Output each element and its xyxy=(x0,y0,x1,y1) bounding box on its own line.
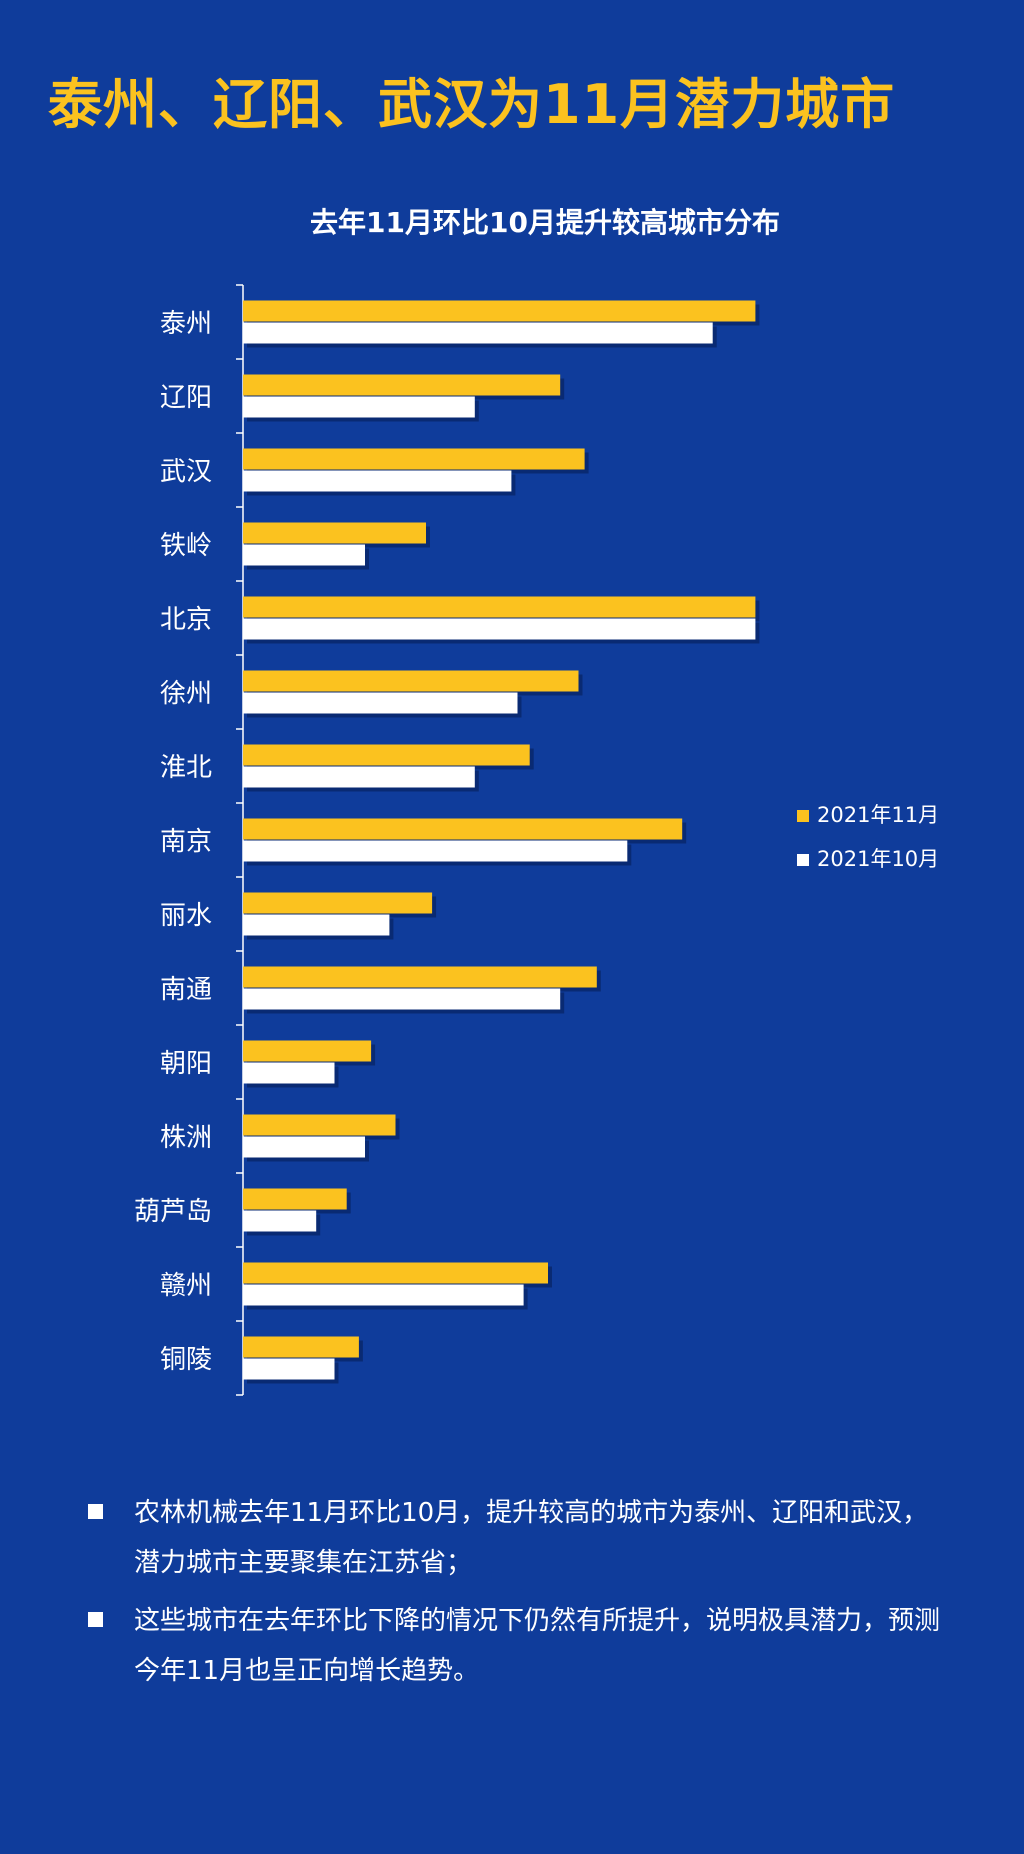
category-label: 朝阳 xyxy=(160,1049,212,1079)
category-label: 北京 xyxy=(160,605,212,635)
bar-oct xyxy=(243,1062,335,1084)
bar-nov xyxy=(243,596,756,618)
bar-nov xyxy=(243,966,597,988)
category-label: 南通 xyxy=(160,975,212,1005)
bar-oct xyxy=(243,988,561,1010)
bar-nov xyxy=(243,374,561,396)
bar-oct xyxy=(243,470,512,492)
bar-chart: 去年11月环比10月提升较高城市分布 泰州辽阳武汉铁岭北京徐州淮北南京丽水南通朝… xyxy=(134,206,939,1396)
chart-axis xyxy=(236,284,244,1396)
bar-oct xyxy=(243,1210,317,1232)
bar-oct xyxy=(243,618,756,640)
bar-oct xyxy=(243,396,475,418)
bar-nov xyxy=(243,744,530,766)
bar-oct xyxy=(243,544,365,566)
category-label: 丽水 xyxy=(160,901,212,931)
bar-oct xyxy=(243,1358,335,1380)
bar-oct xyxy=(243,1136,365,1158)
note-item: 这些城市在去年环比下降的情况下仍然有所提升，说明极具潜力，预测今年11月也呈正向… xyxy=(84,1596,944,1696)
category-label: 南京 xyxy=(160,827,212,857)
bar-oct xyxy=(243,692,518,714)
bar-oct xyxy=(243,322,713,344)
bar-oct xyxy=(243,766,475,788)
category-label: 淮北 xyxy=(160,753,212,783)
note-text: 农林机械去年11月环比10月，提升较高的城市为泰州、辽阳和武汉，潜力城市主要聚集… xyxy=(134,1498,929,1578)
category-label: 徐州 xyxy=(160,679,212,709)
legend-label: 2021年11月 xyxy=(817,803,939,827)
bar-nov xyxy=(243,670,579,692)
category-label: 赣州 xyxy=(160,1271,212,1301)
bar-nov xyxy=(243,892,433,914)
category-label: 株洲 xyxy=(160,1123,212,1153)
category-label: 铁岭 xyxy=(160,531,212,561)
page-headline: 泰州、辽阳、武汉为11月潜力城市 xyxy=(48,73,896,136)
legend-label: 2021年10月 xyxy=(817,847,939,871)
category-label: 铜陵 xyxy=(160,1345,212,1375)
category-label: 泰州 xyxy=(160,309,212,339)
bar-nov xyxy=(243,448,585,470)
category-label: 武汉 xyxy=(160,457,212,487)
chart-bars xyxy=(243,300,760,1384)
bar-nov xyxy=(243,1114,396,1136)
note-text: 这些城市在去年环比下降的情况下仍然有所提升，说明极具潜力，预测今年11月也呈正向… xyxy=(134,1606,941,1686)
notes-list: 农林机械去年11月环比10月，提升较高的城市为泰州、辽阳和武汉，潜力城市主要聚集… xyxy=(84,1488,944,1704)
bar-nov xyxy=(243,818,683,840)
bar-nov xyxy=(243,1188,347,1210)
chart-title: 去年11月环比10月提升较高城市分布 xyxy=(310,206,780,239)
legend-swatch xyxy=(797,854,809,866)
bar-oct xyxy=(243,914,390,936)
legend-swatch xyxy=(797,810,809,822)
category-label: 辽阳 xyxy=(160,383,212,413)
bar-nov xyxy=(243,1336,359,1358)
chart-legend: 2021年11月 2021年10月 xyxy=(797,803,939,871)
note-item: 农林机械去年11月环比10月，提升较高的城市为泰州、辽阳和武汉，潜力城市主要聚集… xyxy=(84,1488,944,1588)
bar-nov xyxy=(243,522,426,544)
bullet-square-icon xyxy=(88,1504,103,1519)
bar-oct xyxy=(243,840,628,862)
bar-nov xyxy=(243,1040,372,1062)
bar-nov xyxy=(243,1262,548,1284)
bar-oct xyxy=(243,1284,524,1306)
category-label: 葫芦岛 xyxy=(134,1197,212,1227)
bar-nov xyxy=(243,300,756,322)
bullet-square-icon xyxy=(88,1612,103,1627)
